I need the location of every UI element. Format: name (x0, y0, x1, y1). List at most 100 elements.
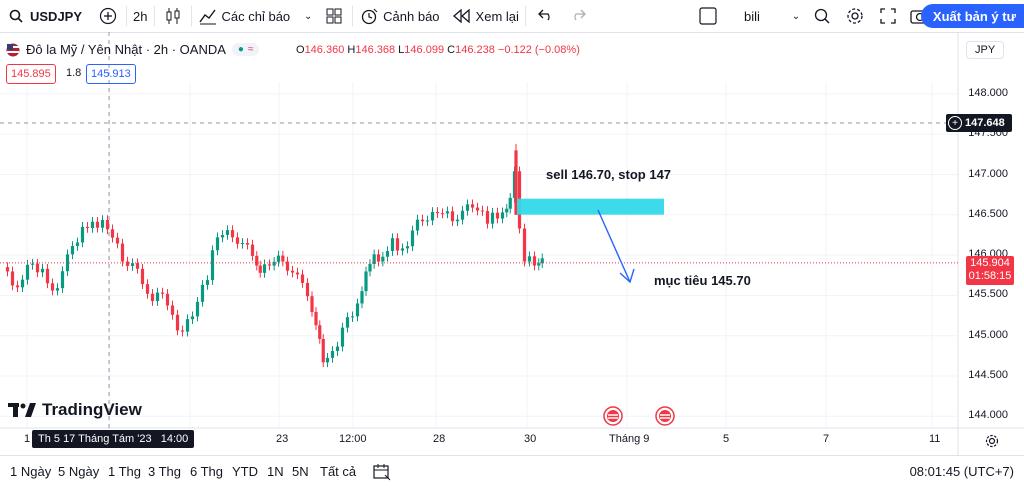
indicators-button[interactable]: Các chỉ báo ⌄ (192, 0, 325, 32)
symbol-search[interactable]: USDJPY (0, 0, 88, 32)
candle-body (350, 316, 355, 318)
time-tick: 12:00 (339, 433, 367, 445)
candle-body (505, 208, 509, 213)
candle-body (364, 271, 368, 292)
candle-body (100, 220, 105, 228)
candle-body (485, 211, 490, 224)
candle-body (430, 211, 435, 221)
last-price: 145.904 (970, 257, 1010, 269)
interval-button[interactable]: 2h (127, 0, 153, 32)
replay-button[interactable]: Xem lại (446, 0, 525, 32)
candle-body (60, 271, 65, 289)
tradingview-logo[interactable]: TradingView (8, 400, 142, 420)
sell-price-button[interactable]: 145.895 (6, 64, 56, 84)
symbol-title[interactable]: Đô la Mỹ / Yên Nhật · 2h · OANDA (26, 42, 226, 57)
candle-body (180, 330, 185, 332)
layout-checkbox-icon[interactable] (698, 6, 718, 26)
market-open-dot-icon: ● (237, 44, 244, 55)
open-value: 146.360 (304, 44, 345, 56)
range-button[interactable]: 1 Ngày (10, 464, 52, 479)
price-tick: 146.500 (968, 208, 1008, 220)
candle-body (145, 284, 150, 294)
candle-body (445, 211, 450, 214)
candle-body (537, 263, 541, 266)
sell-note[interactable]: sell 146.70, stop 147 (546, 167, 672, 182)
price-tick: 145.000 (968, 329, 1008, 341)
candle-body (318, 325, 322, 339)
range-button[interactable]: YTD (232, 464, 258, 479)
go-to-date-calendar-icon[interactable] (372, 462, 392, 482)
candle-body (30, 263, 35, 265)
target-arrow (597, 209, 631, 283)
candle-body (175, 314, 180, 331)
candle-body (190, 316, 195, 320)
candle-body (360, 291, 364, 304)
candle-body (165, 293, 170, 306)
alerts-button[interactable]: Cảnh báo (353, 0, 445, 32)
candle-body (220, 234, 225, 238)
currency-button[interactable]: JPY (966, 41, 1005, 59)
candle-body (405, 246, 410, 249)
tradingview-mark-icon (8, 403, 36, 417)
candle-body (225, 230, 230, 235)
candle-body (435, 211, 440, 214)
buy-price-button[interactable]: 145.913 (86, 64, 136, 84)
candle-body (500, 212, 505, 219)
candle-body (25, 264, 30, 280)
candle-body (495, 212, 500, 219)
range-button[interactable]: 3 Thg (148, 464, 182, 479)
candle-body (281, 255, 285, 262)
candle-body (330, 351, 335, 358)
redo-icon[interactable] (568, 6, 588, 26)
spread-value: 1.8 (66, 67, 82, 79)
clock-timezone[interactable]: 08:01:45 (UTC+7) (909, 464, 1014, 479)
time-tick: 1 (24, 433, 31, 445)
candle-body (35, 263, 40, 273)
range-button[interactable]: Tất cả (320, 464, 357, 479)
candle-body (310, 296, 314, 312)
layout-name-dropdown[interactable]: bili ⌄ (738, 0, 812, 32)
replay-label: Xem lại (475, 8, 519, 24)
candle-body (250, 244, 255, 256)
candles-chart-type-icon[interactable] (163, 6, 183, 26)
us-flag-icon (6, 43, 20, 57)
layout-name-label: bili (744, 8, 760, 24)
economic-event-flag-icon (659, 410, 671, 422)
search-icon (6, 6, 26, 26)
candle-body (425, 220, 430, 222)
target-note[interactable]: mục tiêu 145.70 (654, 273, 751, 288)
buy-price: 145.913 (91, 68, 131, 80)
price-tick: 144.000 (968, 409, 1008, 421)
market-status-badge[interactable]: ● ≈ (231, 43, 260, 56)
range-button[interactable]: 1N (267, 464, 284, 479)
candle-body (381, 256, 385, 262)
time-tick: Tháng 9 (609, 433, 650, 445)
add-plus-icon[interactable]: + (948, 116, 962, 130)
range-button[interactable]: 1 Thg (108, 464, 142, 479)
quick-search-icon[interactable] (812, 6, 832, 26)
candle-body (258, 265, 262, 273)
axis-settings-gear-icon[interactable] (982, 431, 1002, 451)
low-value: 146.099 (404, 44, 445, 56)
fullscreen-icon[interactable] (878, 6, 898, 26)
candle-body (110, 229, 115, 238)
range-button[interactable]: 6 Thg (190, 464, 224, 479)
candle-body (200, 284, 205, 302)
undo-icon[interactable] (536, 6, 556, 26)
price-chart[interactable] (0, 0, 1024, 455)
candle-body (115, 237, 120, 244)
range-button[interactable]: 5N (292, 464, 309, 479)
candle-body (400, 248, 405, 251)
candle-body (440, 213, 445, 215)
compare-add-icon[interactable] (98, 6, 118, 26)
interval-label: 2h (133, 8, 148, 24)
candle-body (490, 212, 495, 224)
gear-icon[interactable] (845, 6, 865, 26)
close-key: C (447, 44, 456, 56)
ohlc-values: O146.360 H146.368 L146.099 C146.238 −0.1… (296, 44, 580, 56)
time-tick: 28 (433, 433, 446, 445)
publish-idea-button[interactable]: Xuất bản ý tư (920, 4, 1024, 28)
layout-grid-icon[interactable] (324, 6, 344, 26)
range-button[interactable]: 5 Ngày (58, 464, 100, 479)
open-key: O (296, 44, 305, 56)
